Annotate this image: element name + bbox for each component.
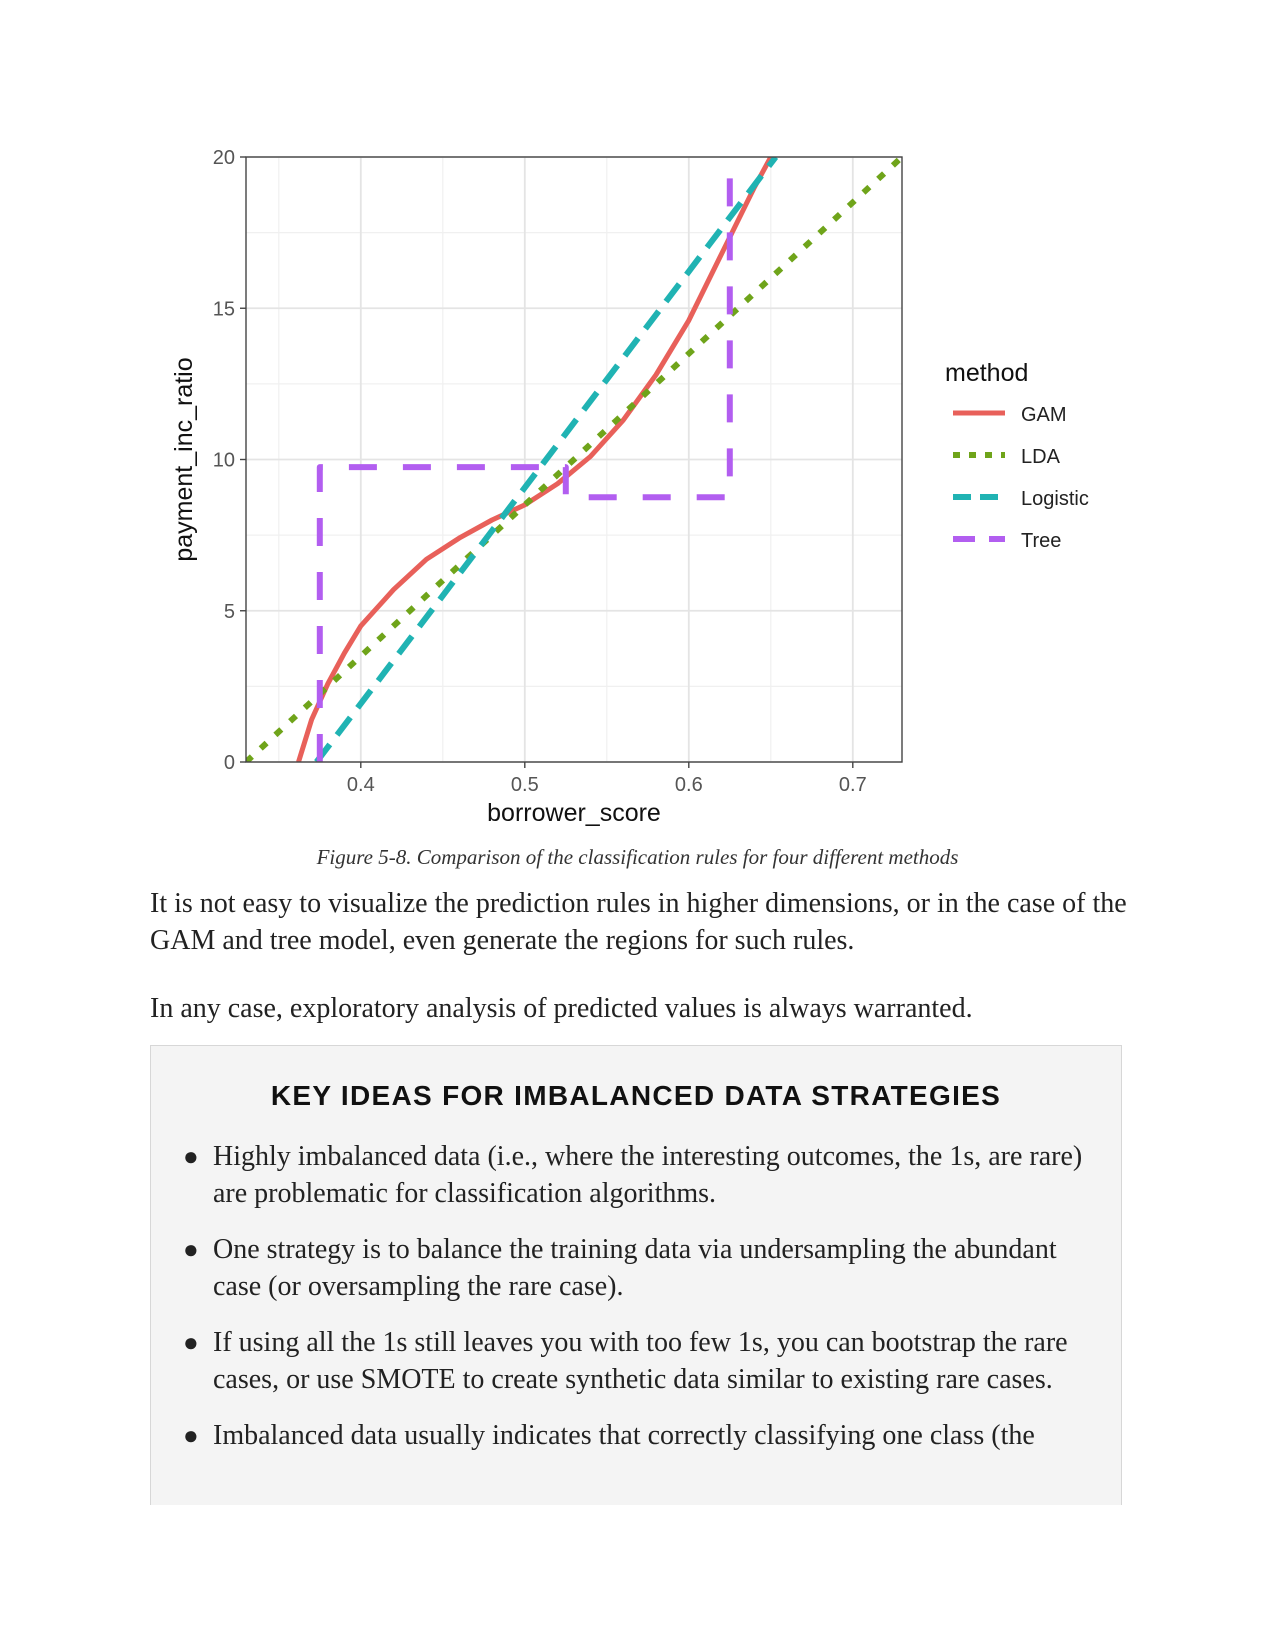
figure-caption: Figure 5-8. Comparison of the classifica… — [316, 845, 959, 869]
y-tick-label: 15 — [213, 298, 235, 320]
bullet-icon: ● — [183, 1142, 199, 1171]
callout-title: KEY IDEAS FOR IMBALANCED DATA STRATEGIES — [270, 1080, 1002, 1111]
bullet-icon: ● — [183, 1235, 199, 1264]
list-item: ● Imbalanced data usually indicates that … — [181, 1417, 1096, 1454]
legend-item: Tree — [953, 530, 1061, 552]
list-item-text: Highly imbalanced data (i.e., where the … — [213, 1141, 1083, 1209]
y-tick-label: 20 — [213, 147, 235, 169]
series-group — [246, 157, 902, 762]
legend: method GAM LDA Logistic Tree — [945, 359, 1089, 552]
list-item: ● Highly imbalanced data (i.e., where the… — [181, 1138, 1096, 1212]
y-axis-label: payment_inc_ratio — [170, 357, 198, 561]
series-line-logistic — [314, 157, 779, 762]
list-item: ● One strategy is to balance the training… — [181, 1231, 1096, 1305]
x-tick-label: 0.4 — [347, 774, 375, 796]
legend-label: Tree — [1021, 530, 1061, 552]
list-item: ● If using all the 1s still leaves you wi… — [181, 1324, 1096, 1398]
legend-label: Logistic — [1021, 488, 1089, 510]
bullet-icon: ● — [183, 1328, 199, 1357]
list-item-text: One strategy is to balance the training … — [213, 1234, 1057, 1302]
legend-item: LDA — [953, 446, 1061, 468]
list-item-text: If using all the 1s still leaves you wit… — [213, 1327, 1068, 1395]
legend-label: GAM — [1021, 404, 1067, 426]
legend-label: LDA — [1021, 446, 1061, 468]
list-item-text: Imbalanced data usually indicates that c… — [213, 1420, 1035, 1451]
bullet-icon: ● — [183, 1421, 199, 1450]
y-tick-label: 0 — [224, 752, 235, 774]
series-line-lda — [246, 157, 902, 762]
x-tick-label: 0.6 — [675, 774, 703, 796]
legend-title: method — [945, 359, 1028, 387]
key-ideas-list: ● Highly imbalanced data (i.e., where the… — [181, 1138, 1096, 1473]
legend-item: GAM — [953, 404, 1067, 426]
paragraph-1: It is not easy to visualize the predicti… — [150, 888, 1127, 956]
y-tick-label: 5 — [224, 601, 235, 623]
paragraph-2: In any case, exploratory analysis of pre… — [150, 993, 973, 1024]
x-axis-label: borrower_score — [487, 799, 661, 827]
x-tick-label: 0.7 — [839, 774, 867, 796]
x-tick-label: 0.5 — [511, 774, 539, 796]
classification-rules-chart: 0.4 0.5 0.6 0.7 0 5 10 15 20 borrower_score paymen… — [170, 147, 1089, 827]
legend-item: Logistic — [953, 488, 1089, 510]
y-tick-label: 10 — [213, 450, 235, 472]
series-line-tree — [316, 157, 733, 762]
key-ideas-callout: KEY IDEAS FOR IMBALANCED DATA STRATEGIES… — [150, 1045, 1122, 1505]
